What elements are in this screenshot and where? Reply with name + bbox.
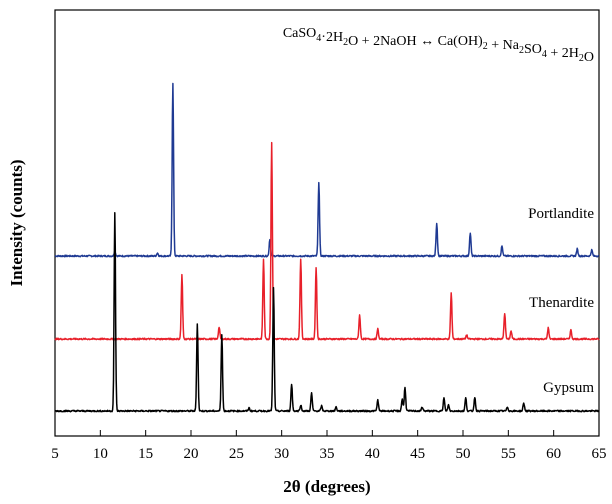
reaction-equation: CaSO4·2H2O + 2NaOH ↔ Ca(OH)2 + Na2SO4 + … xyxy=(283,26,594,65)
x-tick-label: 40 xyxy=(365,446,380,462)
series-line-thenardite xyxy=(54,141,600,341)
x-tick-label: 65 xyxy=(592,446,607,462)
x-tick-label: 60 xyxy=(546,446,561,462)
series-label-thenardite: Thenardite xyxy=(529,295,594,311)
y-axis-title: Intensity (counts) xyxy=(7,159,26,286)
series-line-portlandite xyxy=(54,82,600,258)
x-tick-label: 35 xyxy=(320,446,335,462)
x-axis-title: 2θ (degrees) xyxy=(283,477,370,496)
x-tick-label: 25 xyxy=(229,446,244,462)
x-axis-ticks: 5 10 15 20 25 30 35 40 45 50 55 60 65 xyxy=(51,430,607,462)
x-tick-label: 50 xyxy=(456,446,471,462)
x-tick-label: 55 xyxy=(501,446,516,462)
x-tick-label: 10 xyxy=(93,446,108,462)
x-tick-label: 20 xyxy=(184,446,199,462)
x-tick-label: 5 xyxy=(51,446,59,462)
x-tick-label: 30 xyxy=(274,446,289,462)
x-tick-label: 15 xyxy=(138,446,153,462)
series-label-portlandite: Portlandite xyxy=(528,206,594,222)
series-label-gypsum: Gypsum xyxy=(543,380,594,396)
series-curves xyxy=(54,82,600,413)
x-tick-label: 45 xyxy=(410,446,425,462)
series-line-gypsum xyxy=(54,211,600,413)
plot-frame xyxy=(54,9,600,437)
series-labels: Portlandite Thenardite Gypsum xyxy=(528,206,594,396)
